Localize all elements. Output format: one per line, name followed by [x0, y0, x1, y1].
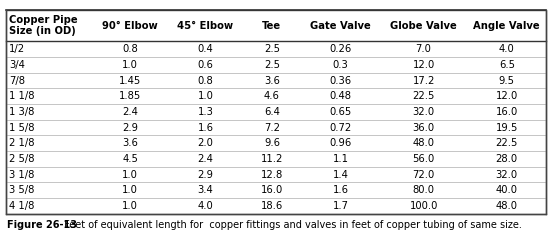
Text: 0.96: 0.96 [329, 138, 352, 148]
Text: 2.4: 2.4 [122, 107, 138, 117]
Text: 4 1/8: 4 1/8 [9, 201, 34, 211]
Text: 45° Elbow: 45° Elbow [177, 21, 233, 31]
Text: 3 5/8: 3 5/8 [9, 185, 34, 195]
Text: 1 5/8: 1 5/8 [9, 123, 34, 133]
Text: 12.0: 12.0 [496, 91, 518, 101]
Text: Copper Pipe
Size (in OD): Copper Pipe Size (in OD) [9, 15, 77, 36]
Text: 32.0: 32.0 [496, 170, 518, 180]
Text: 3.4: 3.4 [198, 185, 213, 195]
Text: Gate Valve: Gate Valve [310, 21, 371, 31]
Text: Tee: Tee [262, 21, 282, 31]
Text: 1/2: 1/2 [9, 44, 25, 54]
Text: 0.26: 0.26 [329, 44, 352, 54]
Text: 1.0: 1.0 [122, 60, 138, 70]
Text: 6.4: 6.4 [264, 107, 280, 117]
Text: 1.0: 1.0 [122, 201, 138, 211]
Text: 7.2: 7.2 [264, 123, 280, 133]
Text: 90° Elbow: 90° Elbow [102, 21, 158, 31]
Text: 3.6: 3.6 [264, 76, 280, 86]
Text: 1 3/8: 1 3/8 [9, 107, 34, 117]
Text: Figure 26-13: Figure 26-13 [7, 220, 77, 230]
Text: 2.9: 2.9 [122, 123, 138, 133]
Text: 22.5: 22.5 [412, 91, 435, 101]
Text: 1.0: 1.0 [122, 185, 138, 195]
Text: 1.3: 1.3 [198, 107, 214, 117]
Text: 1.0: 1.0 [122, 170, 138, 180]
Text: 0.3: 0.3 [332, 60, 348, 70]
Text: 2 5/8: 2 5/8 [9, 154, 34, 164]
Text: 17.2: 17.2 [412, 76, 435, 86]
Text: 7.0: 7.0 [416, 44, 432, 54]
Text: 100.0: 100.0 [410, 201, 438, 211]
Text: 3/4: 3/4 [9, 60, 25, 70]
Text: 9.5: 9.5 [499, 76, 515, 86]
Text: 1.7: 1.7 [332, 201, 348, 211]
Text: 9.6: 9.6 [264, 138, 280, 148]
Text: 22.5: 22.5 [496, 138, 518, 148]
Text: 16.0: 16.0 [496, 107, 518, 117]
Text: Feet of equivalent length for  copper fittings and valves in feet of copper tubi: Feet of equivalent length for copper fit… [61, 220, 522, 230]
Bar [6, 10, 546, 214]
Text: 1.6: 1.6 [332, 185, 348, 195]
Text: 19.5: 19.5 [496, 123, 518, 133]
Text: 2.9: 2.9 [198, 170, 214, 180]
Text: 12.8: 12.8 [261, 170, 283, 180]
Text: 0.8: 0.8 [123, 44, 138, 54]
Text: 0.65: 0.65 [329, 107, 352, 117]
Text: 56.0: 56.0 [412, 154, 435, 164]
Text: 0.4: 0.4 [198, 44, 213, 54]
Text: 2.5: 2.5 [264, 60, 280, 70]
Text: Globe Valve: Globe Valve [390, 21, 457, 31]
Text: 12.0: 12.0 [412, 60, 435, 70]
Text: 48.0: 48.0 [412, 138, 434, 148]
Text: 28.0: 28.0 [496, 154, 518, 164]
Text: 0.6: 0.6 [198, 60, 214, 70]
Text: 3.6: 3.6 [122, 138, 138, 148]
Text: 2 1/8: 2 1/8 [9, 138, 34, 148]
Text: 11.2: 11.2 [261, 154, 283, 164]
Text: 2.4: 2.4 [198, 154, 214, 164]
Text: 1.85: 1.85 [119, 91, 141, 101]
Text: 1.4: 1.4 [332, 170, 348, 180]
Text: 1.1: 1.1 [332, 154, 348, 164]
Text: 4.6: 4.6 [264, 91, 280, 101]
Text: 0.72: 0.72 [329, 123, 352, 133]
Text: 0.36: 0.36 [330, 76, 352, 86]
Text: 40.0: 40.0 [496, 185, 518, 195]
Text: 1.45: 1.45 [119, 76, 141, 86]
Text: 2.5: 2.5 [264, 44, 280, 54]
Text: 48.0: 48.0 [496, 201, 518, 211]
Text: 16.0: 16.0 [261, 185, 283, 195]
Text: 3 1/8: 3 1/8 [9, 170, 34, 180]
Text: 36.0: 36.0 [412, 123, 434, 133]
Text: 32.0: 32.0 [412, 107, 434, 117]
Text: 4.0: 4.0 [198, 201, 213, 211]
Text: 18.6: 18.6 [261, 201, 283, 211]
Text: 1 1/8: 1 1/8 [9, 91, 34, 101]
Text: 2.0: 2.0 [198, 138, 214, 148]
Text: 6.5: 6.5 [499, 60, 515, 70]
Text: 0.8: 0.8 [198, 76, 213, 86]
Text: 1.0: 1.0 [198, 91, 214, 101]
Text: 80.0: 80.0 [412, 185, 434, 195]
Text: 1.6: 1.6 [198, 123, 214, 133]
Text: Angle Valve: Angle Valve [474, 21, 540, 31]
Text: 72.0: 72.0 [412, 170, 435, 180]
Text: 4.0: 4.0 [499, 44, 514, 54]
Text: 0.48: 0.48 [330, 91, 352, 101]
Text: 4.5: 4.5 [122, 154, 138, 164]
Text: 7/8: 7/8 [9, 76, 25, 86]
